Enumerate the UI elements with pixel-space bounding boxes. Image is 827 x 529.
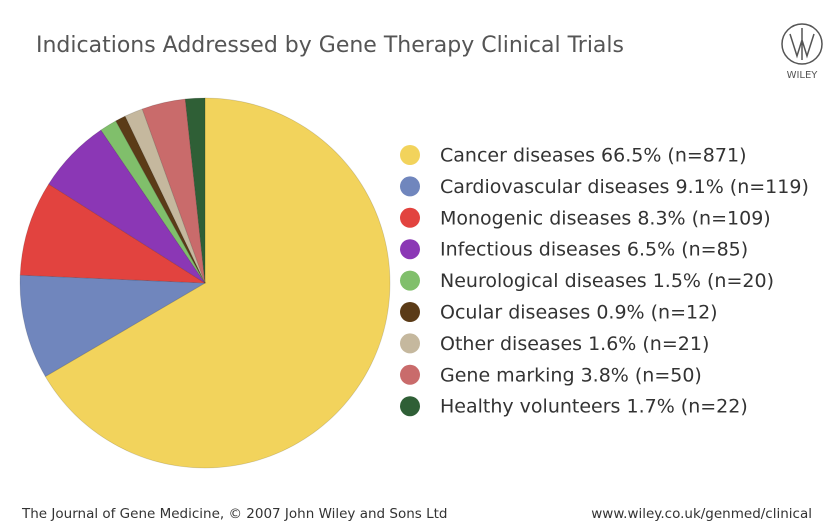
footer-left: The Journal of Gene Medicine, © 2007 Joh… <box>21 506 448 522</box>
chart-title: Indications Addressed by Gene Therapy Cl… <box>36 33 624 58</box>
legend-swatch <box>400 364 420 385</box>
legend-swatch <box>400 302 420 322</box>
legend-label: Infectious diseases 6.5% (n=85) <box>440 239 748 261</box>
legend-swatch <box>400 239 420 260</box>
legend-swatch <box>400 145 420 165</box>
pie-slice <box>115 115 206 284</box>
legend-label: Ocular diseases 0.9% (n=12) <box>440 302 718 324</box>
logo-glyph <box>789 28 815 60</box>
legend-swatch <box>400 176 420 197</box>
pie-slice <box>44 97 391 469</box>
pie-slice <box>19 274 207 378</box>
pie-slice <box>100 120 206 284</box>
legend-label: Gene marking 3.8% (n=50) <box>440 364 702 386</box>
legend-label: Monogenic diseases 8.3% (n=109) <box>440 207 771 229</box>
legend-swatch <box>400 207 420 228</box>
pie-slice <box>141 98 206 284</box>
logo-text: WILEY <box>787 70 819 81</box>
pie-slice <box>48 129 206 284</box>
legend-label: Cancer diseases 66.5% (n=871) <box>440 145 747 167</box>
legend-label: Other diseases 1.6% (n=21) <box>440 333 709 355</box>
legend-label: Healthy volunteers 1.7% (n=22) <box>440 396 748 418</box>
legend-label: Neurological diseases 1.5% (n=20) <box>440 270 774 292</box>
legend-label: Cardiovascular diseases 9.1% (n=119) <box>440 176 809 198</box>
pie-slice <box>19 183 207 284</box>
pie-slice <box>184 97 206 284</box>
logo-mark <box>781 23 823 65</box>
footer-right: www.wiley.co.uk/genmed/clinical <box>591 506 812 522</box>
pie-slice <box>124 108 206 284</box>
legend-swatch <box>400 333 420 354</box>
legend-swatch <box>400 270 420 291</box>
legend-swatch <box>400 396 420 417</box>
